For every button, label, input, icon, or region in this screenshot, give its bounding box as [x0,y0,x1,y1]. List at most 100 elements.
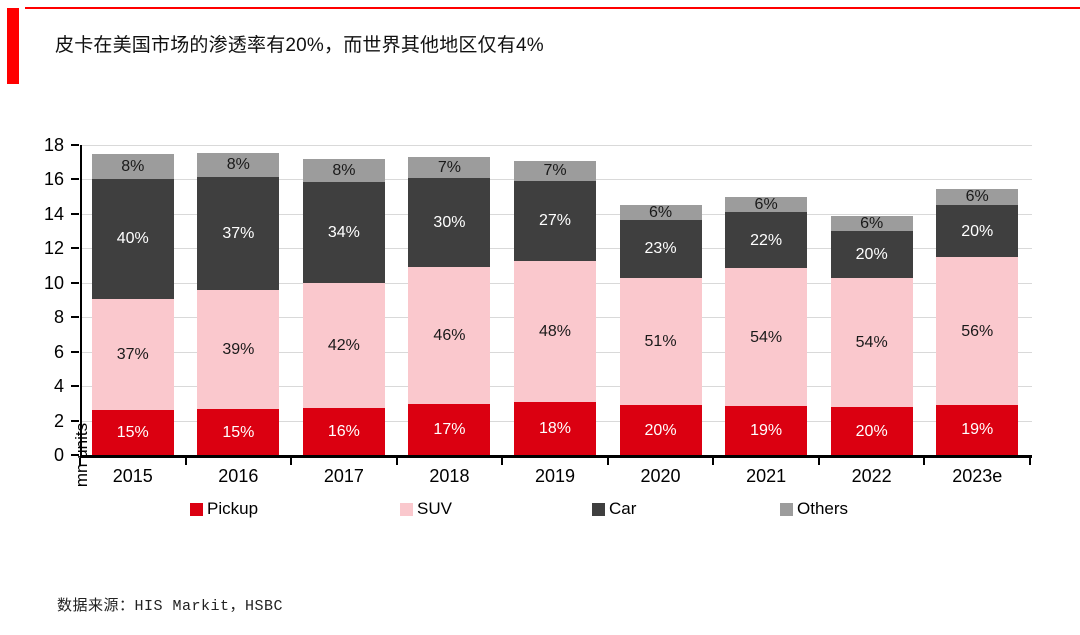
bar-segment-pickup-2023e: 19% [936,404,1019,455]
bar-segment-value-label: 8% [121,157,145,175]
y-axis-tick [71,454,79,456]
bar-segment-value-label: 23% [644,240,677,258]
y-axis-tick-label: 16 [43,169,64,190]
bar-segment-suv-2021: 54% [725,268,808,407]
x-axis-category-label: 2019 [534,466,576,486]
y-axis-tick-label: 4 [53,376,64,397]
legend-swatch-icon [592,502,605,516]
x-axis-tick [501,458,504,465]
legend-swatch-icon [400,502,413,516]
bar-segment-value-label: 15% [116,423,149,441]
bar-segment-suv-2019: 48% [514,260,596,402]
bar-segment-value-label: 20% [644,421,677,439]
y-axis-tick-label: 2 [53,410,64,431]
bar-segment-value-label: 6% [860,215,884,233]
y-axis-tick [71,212,79,215]
bar-segment-pickup-2018: 17% [408,404,491,455]
bar-segment-suv-2015: 37% [91,298,174,410]
y-axis-tick [71,385,79,388]
gridline [82,145,1032,146]
y-axis-tick-label: 10 [43,272,64,293]
bar-segment-suv-2022: 54% [830,278,913,408]
bar-segment-value-label: 19% [961,421,994,439]
x-axis-category-label: 2016 [218,466,259,486]
y-axis-tick [71,281,79,284]
legend-label: SUV [417,499,452,518]
header-accent-rule [25,7,1080,9]
x-axis-category-label: 2022 [851,466,892,486]
y-axis-tick-label: 8 [53,307,64,328]
bar-segment-value-label: 27% [538,212,572,230]
y-axis-tick-label: 0 [53,445,64,465]
bar-segment-pickup-2020: 20% [619,405,702,455]
bar-segment-value-label: 34% [327,224,360,242]
x-axis-tick [290,458,293,465]
bar-segment-car-2016: 37% [197,177,280,291]
bar-segment-value-label: 54% [855,334,888,352]
x-axis-category-label: 2023e [952,466,1003,486]
chart-legend: Pickup SUV Car Others [0,499,1080,522]
bar-segment-car-2022: 20% [830,230,913,279]
bar-segment-others-2017: 8% [302,158,385,183]
y-axis-tick [71,316,79,319]
chart-title: 皮卡在美国市场的渗透率有20%，而世界其他地区仅有4% [55,35,544,56]
y-axis-tick-label: 6 [53,341,64,362]
bar-segment-pickup-2021: 19% [725,406,808,455]
bar-segment-suv-2017: 42% [302,283,385,408]
bar-segment-value-label: 6% [648,204,673,222]
legend-swatch-icon [190,502,203,516]
bar-segment-car-2021: 22% [725,212,808,269]
x-axis-category-label: 2018 [429,466,470,486]
data-source-note: 数据来源：HIS Markit，HSBC [57,598,284,615]
bar-segment-value-label: 15% [222,423,255,441]
bar-segment-car-2019: 27% [514,181,596,261]
x-axis-tick [184,458,187,465]
legend-item-others: Others [780,499,848,518]
bar-segment-value-label: 8% [226,156,250,174]
bar-segment-car-2023e: 20% [936,204,1019,258]
x-axis-tick [395,458,398,465]
bar-segment-pickup-2016: 15% [197,409,280,455]
x-axis-category-label: 2021 [746,466,787,486]
bar-segment-value-label: 37% [222,225,255,243]
bar-segment-value-label: 18% [538,419,572,437]
x-axis-tick [817,458,820,465]
bar-segment-value-label: 6% [754,195,778,213]
x-axis-category-label: 2020 [640,466,681,486]
bar-segment-value-label: 17% [433,421,466,439]
x-axis-tick [1029,458,1031,465]
y-axis-tick [71,178,79,181]
bar-segment-value-label: 37% [116,345,149,363]
x-axis-tick [79,458,81,465]
bar-segment-value-label: 42% [327,336,360,354]
x-axis-tick [606,458,609,465]
bar-segment-car-2018: 30% [408,177,491,268]
bar-segment-pickup-2015: 15% [91,409,174,455]
bar-segment-others-2022: 6% [830,215,913,233]
y-axis-tick-label: 12 [43,238,64,259]
x-axis-tick [712,458,715,465]
bar-segment-value-label: 40% [116,230,149,248]
bar-segment-value-label: 16% [327,422,360,440]
x-axis-category-label: 2015 [112,466,153,486]
bar-segment-car-2017: 34% [302,182,385,284]
bar-segment-suv-2023e: 56% [936,257,1019,405]
x-axis-tick [923,458,926,465]
bar-segment-value-label: 20% [961,222,994,240]
bar-segment-value-label: 56% [961,322,994,340]
bar-segment-value-label: 7% [437,158,461,176]
bar-segment-value-label: 20% [855,422,888,440]
bar-segment-others-2018: 7% [408,157,491,178]
legend-item-suv: SUV [400,499,452,518]
bar-segment-value-label: 8% [332,162,356,180]
y-axis-tick-label: 14 [43,203,64,224]
bar-segment-car-2020: 23% [619,220,702,278]
x-axis-category-label: 2017 [323,466,364,486]
bar-segment-value-label: 30% [433,214,466,232]
y-axis-tick-label: 18 [43,135,64,155]
bar-segment-value-label: 46% [433,327,466,345]
bar-segment-value-label: 20% [855,246,888,264]
y-axis-tick [71,144,79,146]
bar-segment-value-label: 54% [750,328,783,346]
